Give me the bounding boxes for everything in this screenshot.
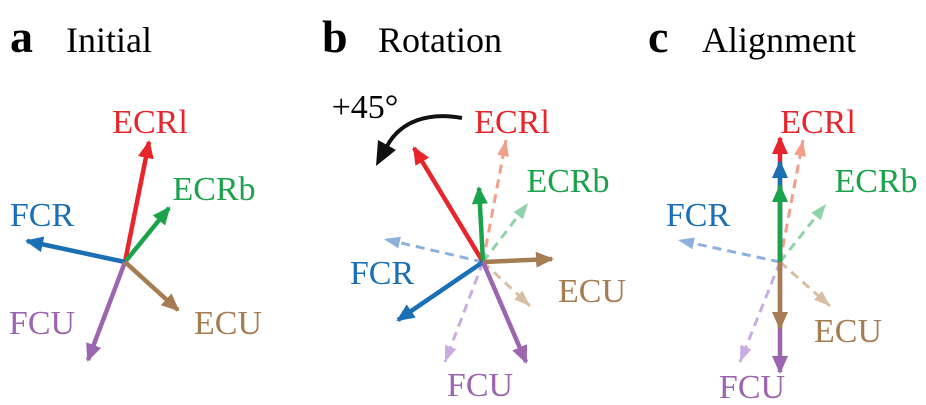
reference-arrow [443, 261, 485, 363]
vector-arrow [122, 140, 154, 263]
reference-arrow [481, 202, 530, 263]
arrow-label: FCU [9, 305, 75, 342]
vector-arrow [85, 261, 128, 362]
panel-letter: c [648, 11, 668, 62]
rotation-arrow [384, 114, 463, 149]
rotation-annotation: +45° [332, 89, 399, 126]
panel-title: Initial [66, 20, 152, 60]
arrow-label: ECU [558, 273, 626, 310]
arrow-label: FCU [719, 369, 785, 405]
arrow-label: FCR [666, 197, 731, 234]
arrow-label: FCR [350, 255, 415, 292]
reference-arrow [481, 260, 532, 308]
panel-title: Alignment [702, 20, 856, 60]
panel-letter: a [10, 11, 33, 62]
reference-arrow [738, 261, 782, 363]
vector-arrow [123, 206, 171, 264]
rotation-arrowhead [376, 140, 396, 166]
vector-arrow [412, 146, 485, 264]
arrow-label: ECRl [474, 104, 550, 141]
arrow-label: ECRb [172, 171, 255, 208]
vector-arrow [471, 186, 488, 263]
reference-arrow [778, 139, 806, 263]
arrows [25, 136, 831, 374]
vector-arrow [396, 260, 485, 322]
arrow-label: ECU [194, 305, 262, 342]
reference-arrow [778, 203, 828, 263]
panel-title: Rotation [378, 20, 502, 60]
vector-arrow [123, 260, 180, 312]
vector-arrow [480, 261, 529, 364]
arrow-label: ECRb [526, 163, 609, 200]
arrow-label: FCR [10, 197, 75, 234]
arrow-label: ECRb [834, 163, 917, 200]
reference-arrow [383, 236, 484, 264]
arrow-label: ECRl [780, 104, 856, 141]
arrow-label: FCU [447, 367, 513, 404]
vector-arrow [482, 251, 554, 268]
reference-arrow [779, 260, 831, 308]
reference-arrow [677, 237, 781, 264]
arrow-label: ECU [814, 313, 882, 350]
reference-arrow [481, 139, 509, 263]
vector-arrow [25, 236, 126, 265]
panel-letter: b [322, 11, 348, 62]
arrow-label: ECRl [112, 104, 188, 141]
